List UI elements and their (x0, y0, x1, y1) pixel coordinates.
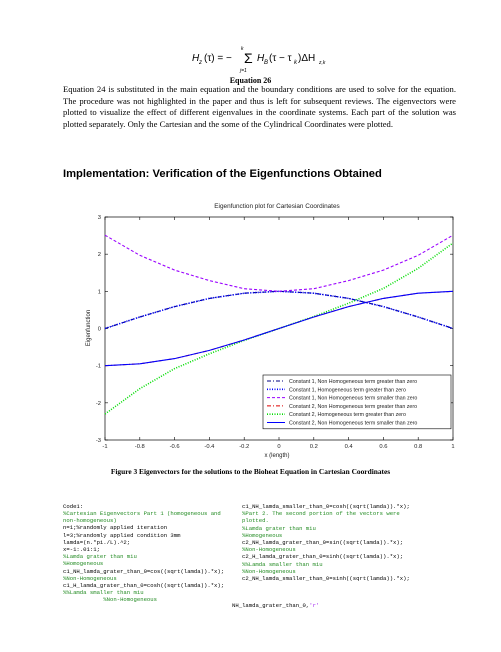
x-tick-label: -1 (102, 444, 107, 450)
x-tick-label: 0.8 (414, 444, 422, 450)
code-line: c1_H_lamda_grater_than_0=cosh((sqrt(lamd… (63, 582, 225, 590)
code-line: plotted. (242, 517, 269, 525)
y-tick-label: -1 (96, 364, 101, 370)
y-tick-label: 1 (98, 289, 101, 295)
equation-26: H z (τ) = − k Σ j=1 H B (τ − τ k )ΔH z,k (188, 42, 328, 74)
eigenfunction-chart: Eigenfunction plot for Cartesian Coordin… (60, 195, 460, 460)
equation-delta-sub: z,k (318, 60, 326, 66)
code-line: %Non-Homogeneous (242, 546, 296, 554)
section-heading: Implementation: Verification of the Eige… (63, 168, 382, 180)
y-tick-label: 3 (98, 215, 101, 221)
code-line: %Homogeneous (242, 531, 283, 539)
equation-term-arg-sub: k (294, 60, 298, 66)
chart-svg: Eigenfunction plot for Cartesian Coordin… (86, 203, 455, 459)
code-line: %Non-Homogeneous (63, 596, 157, 604)
legend-label: Constant 1, Non Homogeneous term smaller… (289, 396, 417, 402)
x-tick-label: 1 (451, 444, 454, 450)
code-tail-string: 'r' (309, 602, 320, 609)
chart-ylabel: Eigenfunction (86, 310, 92, 346)
legend-label: Constant 2, Non Homogeneous term greater… (289, 404, 417, 410)
code-line: x=-1:.01:1; (63, 546, 100, 554)
x-tick-label: -0.6 (170, 444, 180, 450)
body-paragraph: Equation 24 is substituted in the main e… (63, 84, 456, 130)
x-tick-label: 0.2 (310, 444, 318, 450)
code-right-column: c1_NH_lamda_smaller_than_0=cosh((sqrt(la… (242, 503, 472, 582)
code-line: c2_NH_lamda_grater_than_0=sin((sqrt(lamd… (242, 539, 404, 547)
code-tail: NH_lamda_grater_than_0,'r' (232, 602, 319, 609)
x-tick-label: -0.2 (239, 444, 249, 450)
code-line: %Lamda grater than miu (63, 553, 137, 561)
chart-xlabel: x (length) (264, 453, 289, 459)
equation-lhs: H (192, 53, 200, 64)
legend-label: Constant 2, Homogeneous term greater tha… (289, 412, 406, 418)
legend-label: Constant 1, Non Homogeneous term greater… (289, 379, 417, 385)
series-line-2 (104, 290, 454, 330)
figure-caption: Figure 3 Eigenvectors for the solutions … (110, 467, 391, 476)
code-line: %Lamda grater than miu (242, 524, 316, 532)
equation-term-sub: B (264, 60, 268, 66)
equation-term-arg: (τ − τ (269, 53, 292, 64)
code-line: c1_NH_lamda_smaller_than_0=cosh((sqrt(la… (242, 503, 410, 510)
equation-sum-top: k (241, 46, 244, 52)
code-line: c2_NH_lamda_smaller_than_0=sinh((sqrt(la… (242, 575, 410, 583)
y-tick-label: -2 (96, 401, 101, 407)
code-line: non-homogeneous) (63, 517, 117, 525)
chart-title: Eigenfunction plot for Cartesian Coordin… (214, 203, 339, 210)
legend-box (262, 374, 452, 430)
x-tick-label: 0 (277, 444, 280, 450)
code-line: %Homogeneous (63, 560, 104, 568)
equation-sigma: Σ (244, 50, 253, 66)
y-tick-label: 0 (98, 327, 101, 333)
equation-label: Equation 26 (229, 76, 272, 85)
series-line-3 (104, 234, 454, 292)
code-line: %Part 2. The second portion of the vecto… (242, 510, 400, 518)
code-line: %%Lamda smaller than miu (242, 560, 323, 568)
equation-term: H (257, 53, 265, 64)
equation-arg: (τ) = − (204, 53, 232, 64)
code-line: %Cartesian Eigenvectors Part 1 (homogene… (63, 510, 221, 517)
series-line-6 (104, 290, 454, 367)
equation-sum-bottom: j=1 (239, 68, 247, 74)
series-line-1 (104, 290, 454, 330)
x-tick-label: 0.6 (379, 444, 387, 450)
code-tail-text: NH_lamda_grater_than_0, (232, 602, 310, 609)
x-tick-label: 0.4 (345, 444, 354, 450)
code-line: %Non-Homogeneous (63, 574, 117, 582)
y-tick-label: 2 (98, 252, 101, 258)
code-line: c1_NH_lamda_grater_than_0=cos((sqrt(lamd… (63, 567, 225, 575)
code-line: l=3;%randomly applied condition 3mm (63, 531, 181, 539)
code-title: Code1: (63, 503, 84, 510)
x-tick-label: -0.8 (135, 444, 145, 450)
code-line: c2_H_lamda_grater_than_0=sinh((sqrt(lamd… (242, 553, 404, 561)
code-line: lamda=(n.*pi./L).^2; (63, 538, 131, 546)
y-tick-label: -3 (96, 438, 101, 444)
x-tick-label: -0.4 (204, 444, 215, 450)
legend-label: Constant 1, Homogeneous term greater tha… (289, 387, 406, 393)
code-line: n=1;%randomly applied iteration (63, 524, 168, 532)
code-left-column: %Cartesian Eigenvectors Part 1 (homogene… (63, 510, 233, 604)
equation-term-close: )ΔH (298, 53, 315, 64)
legend-label: Constant 2, Non Homogeneous term smaller… (289, 421, 417, 427)
code-line: %%Lamda smaller than miu (63, 589, 144, 597)
code-line: %Non-Homogeneous (242, 567, 296, 575)
equation-lhs-sub: z (198, 60, 202, 66)
